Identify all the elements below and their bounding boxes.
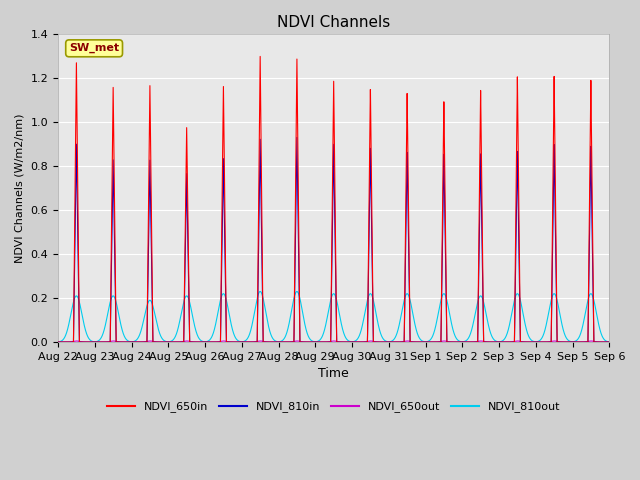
Legend: NDVI_650in, NDVI_810in, NDVI_650out, NDVI_810out: NDVI_650in, NDVI_810in, NDVI_650out, NDV… [102, 397, 565, 417]
NDVI_650out [172, 339, 180, 345]
NDVI_810out [172, 332, 180, 338]
NDVI_650out [488, 339, 496, 345]
Line: NDVI_650out: NDVI_650out [58, 341, 609, 342]
NDVI_810in [172, 339, 180, 345]
NDVI_810in [604, 339, 611, 345]
NDVI_810out [488, 334, 496, 339]
X-axis label: Time: Time [318, 367, 349, 380]
NDVI_810out [605, 339, 613, 345]
NDVI_650in [604, 339, 611, 345]
NDVI_650out [54, 339, 62, 345]
Line: NDVI_810in: NDVI_810in [58, 137, 609, 342]
NDVI_810in [166, 339, 174, 345]
NDVI_810in [260, 339, 268, 345]
NDVI_650in [605, 339, 613, 345]
NDVI_650out [604, 339, 611, 345]
NDVI_810in [488, 339, 496, 345]
NDVI_650out [605, 339, 613, 345]
NDVI_650in [410, 339, 417, 345]
NDVI_810out [257, 288, 264, 294]
NDVI_810in [605, 339, 613, 345]
NDVI_650out [410, 339, 417, 345]
Line: NDVI_650in: NDVI_650in [58, 56, 609, 342]
NDVI_810in [293, 134, 301, 140]
NDVI_650out [166, 339, 174, 345]
NDVI_650in [260, 339, 268, 345]
NDVI_650in [257, 53, 264, 59]
NDVI_650in [488, 339, 496, 345]
Y-axis label: NDVI Channels (W/m2/nm): NDVI Channels (W/m2/nm) [15, 113, 25, 263]
Line: NDVI_810out: NDVI_810out [58, 291, 609, 342]
NDVI_810out [604, 338, 611, 344]
NDVI_810in [54, 339, 62, 345]
NDVI_810out [54, 339, 62, 345]
NDVI_650in [54, 339, 62, 345]
NDVI_650in [166, 339, 174, 345]
NDVI_650in [172, 339, 180, 345]
NDVI_650out [260, 339, 268, 345]
NDVI_810in [410, 339, 417, 345]
NDVI_810out [410, 315, 417, 321]
NDVI_650out [72, 338, 80, 344]
NDVI_810out [260, 302, 268, 308]
NDVI_810out [166, 339, 174, 345]
Title: NDVI Channels: NDVI Channels [277, 15, 390, 30]
Text: SW_met: SW_met [69, 43, 119, 53]
